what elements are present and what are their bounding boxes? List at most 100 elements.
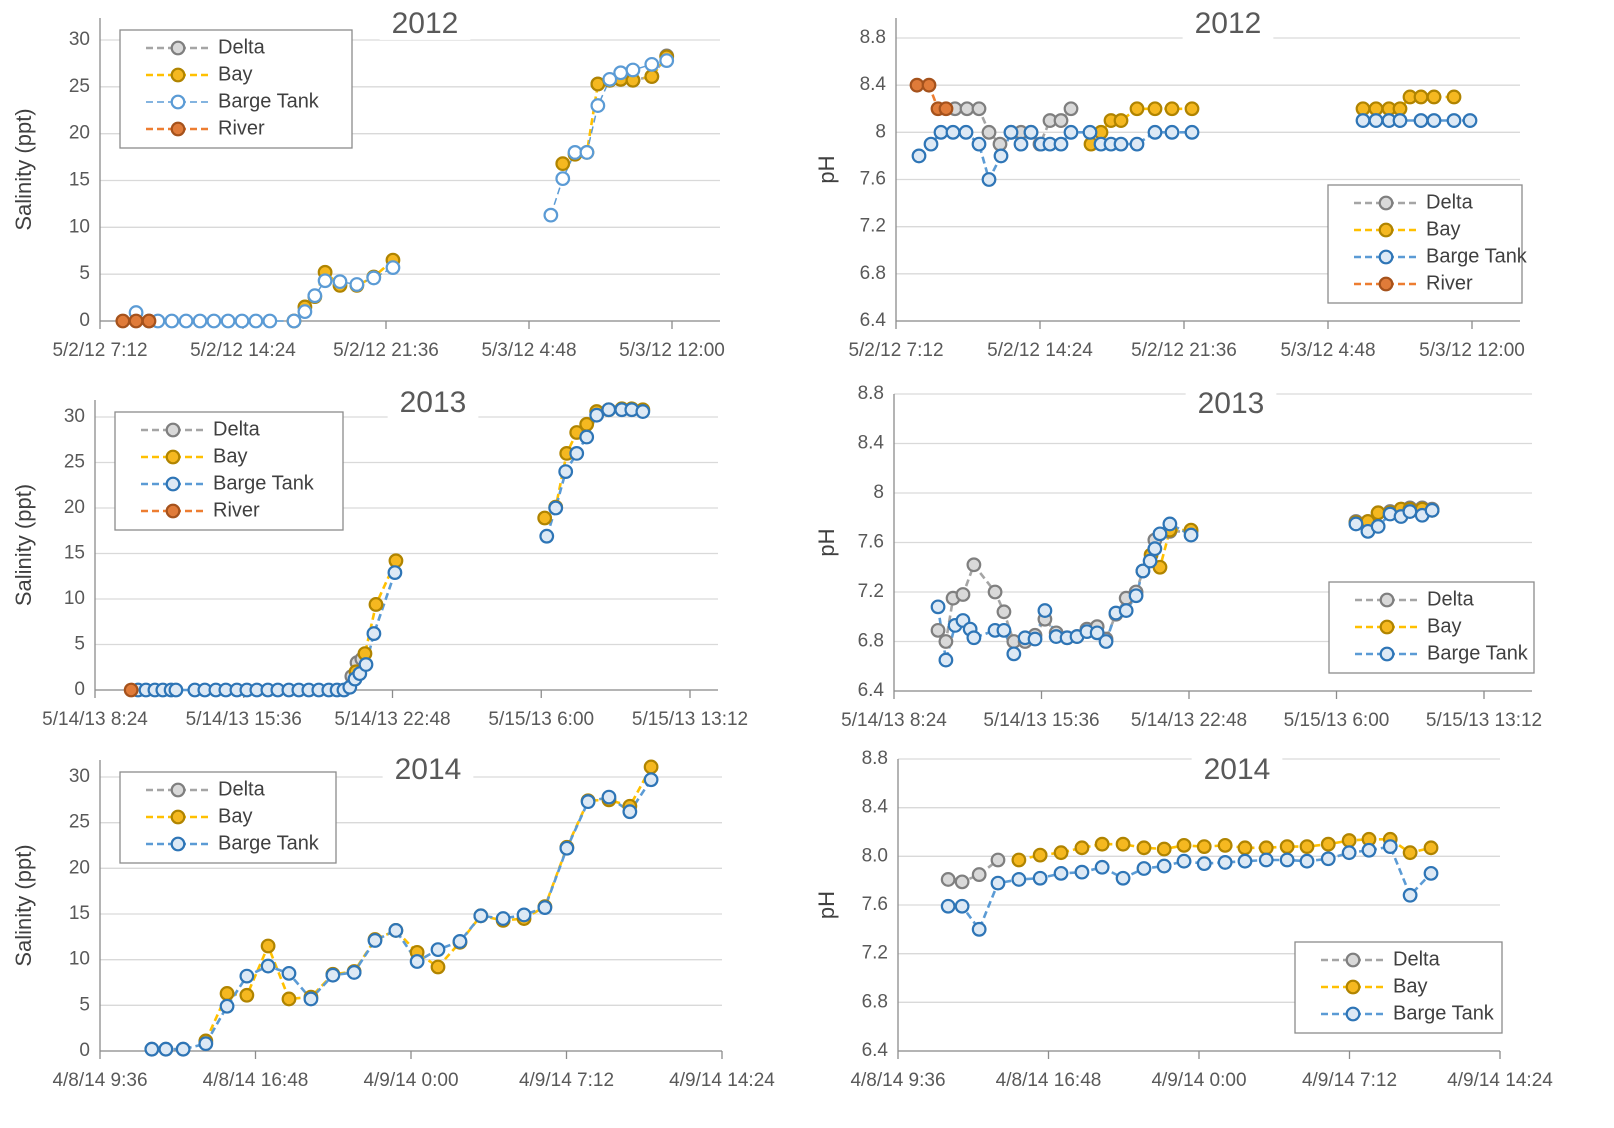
marker (1098, 634, 1114, 649)
marker (281, 991, 297, 1007)
marker (644, 56, 660, 72)
marker (1176, 853, 1192, 869)
marker (115, 313, 131, 329)
marker (385, 260, 401, 276)
marker (938, 652, 954, 668)
marker (388, 553, 404, 569)
marker (1164, 101, 1180, 117)
marker (601, 789, 617, 805)
marker (1424, 502, 1440, 518)
marker (644, 69, 660, 84)
marker (1426, 89, 1442, 105)
legend-label: Delta (218, 778, 266, 800)
y-tick-label: 0 (79, 1040, 90, 1061)
marker (971, 867, 987, 882)
marker (1162, 516, 1178, 532)
marker (909, 77, 925, 93)
marker (1142, 553, 1158, 569)
legend-label: Barge Tank (1427, 642, 1529, 664)
x-tick-label: 4/8/14 16:48 (996, 1070, 1102, 1091)
y-axis-label: pH (814, 528, 839, 556)
legend-marker (1378, 195, 1394, 211)
marker (1063, 101, 1079, 117)
marker (1129, 101, 1145, 117)
y-tick-label: 7.2 (862, 943, 888, 964)
title-background (1191, 752, 1283, 786)
marker (1413, 113, 1429, 128)
marker (168, 682, 184, 698)
marker (1402, 845, 1418, 861)
y-tick-label: 7.2 (858, 581, 884, 602)
y-tick-label: 7.6 (862, 894, 888, 915)
marker (1063, 124, 1079, 140)
marker (368, 597, 384, 612)
x-tick-label: 4/9/14 14:24 (1447, 1070, 1553, 1091)
marker (1003, 124, 1019, 140)
marker (1426, 113, 1442, 128)
x-tick-label: 5/14/13 22:48 (334, 709, 450, 730)
marker (543, 207, 559, 223)
y-tick-label: 8.4 (862, 797, 889, 818)
marker (367, 933, 383, 948)
marker (1423, 840, 1439, 856)
marker (921, 77, 937, 93)
marker (219, 998, 235, 1014)
marker (1446, 89, 1462, 105)
y-tick-label: 8 (875, 121, 886, 142)
legend-label: Bay (1393, 975, 1427, 997)
legend-marker (170, 67, 186, 83)
marker (559, 840, 575, 856)
legend-marker (1379, 592, 1395, 608)
marker (933, 124, 949, 140)
x-tick-label: 5/14/13 8:24 (841, 710, 947, 731)
marker (954, 898, 970, 914)
x-tick-label: 4/8/14 9:36 (850, 1070, 945, 1091)
x-tick-label: 4/9/14 7:12 (1302, 1070, 1397, 1091)
marker (971, 921, 987, 937)
marker (1136, 861, 1152, 876)
marker (192, 313, 208, 329)
marker (1217, 855, 1233, 870)
marker (387, 565, 403, 581)
x-tick-label: 5/2/12 7:12 (848, 340, 943, 361)
marker (239, 968, 255, 984)
legend-marker (170, 782, 186, 798)
marker (1341, 845, 1357, 861)
marker (1113, 136, 1129, 152)
marker (1402, 504, 1418, 519)
legend-label: Barge Tank (218, 832, 320, 854)
legend-label: Barge Tank (213, 472, 315, 494)
y-tick-label: 15 (69, 170, 90, 191)
y-tick-label: 8.4 (860, 74, 887, 95)
y-tick-label: 20 (69, 123, 90, 144)
marker (1370, 519, 1386, 534)
marker (430, 942, 446, 958)
legend-label: Delta (1393, 948, 1441, 970)
legend-marker (170, 40, 186, 56)
chart-title: 2013 (1198, 387, 1265, 420)
marker (220, 313, 236, 329)
marker (248, 313, 264, 329)
marker (1053, 136, 1069, 152)
marker (1237, 853, 1253, 869)
marker (1183, 527, 1199, 543)
marker (164, 313, 180, 329)
marker (452, 934, 468, 949)
marker (567, 144, 583, 160)
y-tick-label: 6.4 (860, 310, 887, 331)
x-tick-label: 5/15/13 13:12 (1426, 710, 1542, 731)
x-tick-label: 5/2/12 21:36 (333, 340, 439, 361)
marker (971, 101, 987, 117)
marker (1129, 136, 1145, 152)
marker (966, 557, 982, 573)
marker (388, 923, 404, 938)
marker (178, 313, 194, 329)
marker (1156, 858, 1172, 874)
y-tick-label: 8.8 (858, 383, 884, 404)
marker (1037, 603, 1053, 618)
marker (206, 313, 222, 329)
marker (996, 604, 1012, 620)
x-tick-label: 5/3/12 4:48 (481, 340, 576, 361)
y-tick-label: 20 (69, 857, 90, 878)
marker (1196, 839, 1212, 854)
